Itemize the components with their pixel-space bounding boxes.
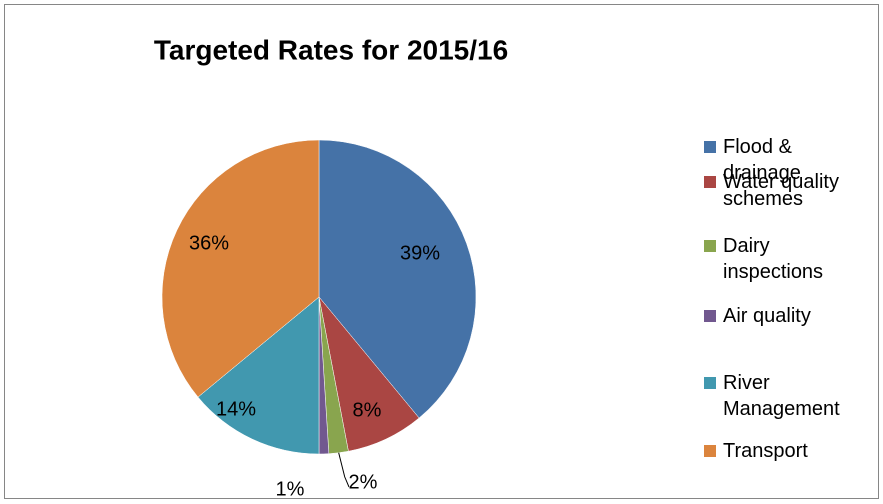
pie-slice: [197, 296, 320, 455]
legend-swatch: [704, 377, 716, 389]
chart-title: Targeted Rates for 2015/16: [154, 34, 508, 65]
legend-swatch: [704, 445, 716, 457]
legend-swatch: [704, 310, 716, 322]
legend-item: Dairy inspections: [704, 233, 874, 285]
legend-item: Air quality: [704, 303, 874, 329]
data-label: 14%: [216, 398, 256, 420]
legend-label: Air quality: [723, 305, 811, 327]
legend-item: River Management: [704, 370, 874, 422]
legend-label: River Management: [723, 372, 840, 420]
legend-swatch: [704, 240, 716, 252]
leader-line: [338, 452, 350, 488]
data-label: 8%: [353, 399, 382, 421]
legend-item: Flood & drainage schemes: [704, 134, 874, 212]
pie-slice: [318, 139, 477, 419]
legend-label: Dairy inspections: [723, 235, 824, 283]
data-label: 2%: [349, 471, 378, 493]
legend-item: Water quality: [704, 169, 874, 195]
data-label: 1%: [276, 478, 305, 500]
pie-slice: [161, 139, 320, 398]
data-label: 36%: [189, 232, 229, 254]
legend-label: Transport: [723, 440, 808, 462]
legend-item: Transport: [704, 438, 874, 464]
legend-swatch: [704, 176, 716, 188]
legend-label: Flood & drainage schemes: [723, 136, 804, 210]
data-label: 39%: [400, 242, 440, 264]
legend-label: Water quality: [723, 171, 839, 193]
legend-swatch: [704, 141, 716, 153]
